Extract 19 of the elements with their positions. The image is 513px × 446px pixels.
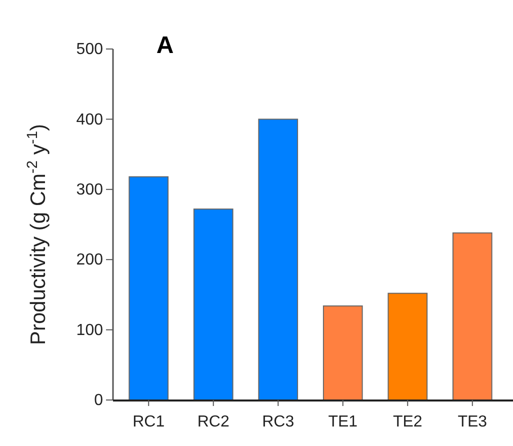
chart-title: A — [156, 32, 174, 59]
bar — [258, 118, 298, 400]
x-tick-label: TE3 — [458, 413, 488, 430]
y-tick-label: 400 — [76, 111, 104, 128]
x-tick-label: RC1 — [132, 413, 165, 430]
x-tick-label: TE1 — [328, 413, 358, 430]
bar — [128, 176, 169, 400]
bar — [388, 292, 428, 400]
bar — [322, 305, 363, 400]
y-tick-label: 300 — [76, 182, 104, 199]
y-tick-label: 0 — [94, 392, 104, 410]
bar — [193, 208, 234, 400]
y-tick-label: 200 — [76, 252, 104, 269]
x-tick-label: TE2 — [392, 413, 422, 430]
x-tick-label: RC2 — [197, 413, 230, 430]
y-tick-label: 100 — [76, 322, 104, 339]
bar — [452, 232, 492, 400]
y-tick-label: 500 — [76, 41, 104, 58]
x-tick-label: RC3 — [262, 413, 294, 430]
